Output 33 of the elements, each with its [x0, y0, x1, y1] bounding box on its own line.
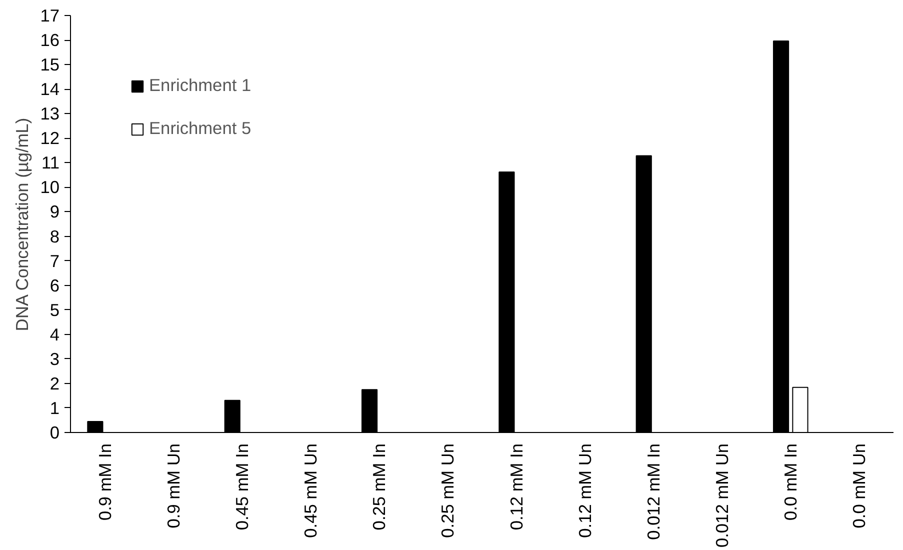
y-tick-label: 9 — [50, 202, 60, 222]
y-tick-label: 3 — [50, 348, 60, 369]
legend-label: Enrichment 5 — [149, 118, 252, 139]
y-tick-label: 7 — [50, 250, 60, 271]
x-tick-label: 0.012 mM In — [643, 444, 664, 540]
y-tick-label: 15 — [40, 54, 60, 75]
y-tick-label: 11 — [42, 152, 60, 173]
y-tick-label: 4 — [50, 324, 60, 344]
x-tick-label: 0.12 mM In — [506, 443, 526, 530]
y-tick-label: 16 — [40, 30, 60, 50]
y-tick-label: 13 — [40, 104, 60, 124]
x-tick-label: 0.9 mM In — [94, 443, 115, 521]
y-tick-label: 1 — [50, 398, 60, 418]
y-tick-label: 2 — [50, 373, 60, 394]
y-tick-label: 5 — [50, 300, 60, 320]
x-tick-label: 0.012 mM Un — [712, 443, 732, 548]
x-tick-label: 0.12 mM Un — [574, 444, 595, 538]
y-tick-label: 6 — [50, 275, 60, 296]
x-tick-label: 0.45 mM In — [232, 443, 252, 530]
y-tick-label: 0 — [50, 422, 60, 442]
x-tick-label: 0.0 mM In — [780, 443, 801, 521]
y-tick-label: 10 — [40, 177, 60, 198]
x-tick-label: 0.25 mM In — [369, 443, 390, 530]
y-axis-title: DNA Concentration (µg/mL) — [12, 118, 32, 332]
x-tick-label: 0.45 mM Un — [300, 444, 321, 538]
x-tick-label: 0.9 mM Un — [163, 443, 184, 528]
y-tick-label: 8 — [50, 226, 60, 246]
legend-label: Enrichment 1 — [149, 75, 252, 96]
x-tick-label: 0.0 mM Un — [849, 443, 870, 528]
y-tick-label: 17 — [40, 6, 60, 26]
y-tick-label: 14 — [40, 79, 60, 100]
x-tick-label: 0.25 mM Un — [438, 444, 458, 538]
y-tick-label: 12 — [40, 128, 60, 148]
